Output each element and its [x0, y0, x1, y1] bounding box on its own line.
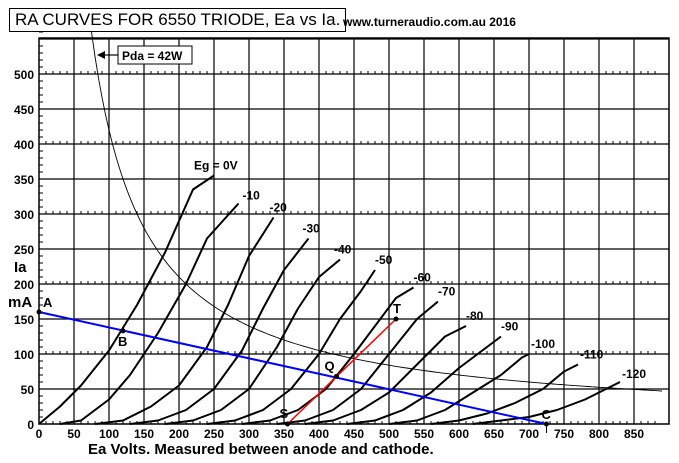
x-tick-label: 250: [204, 427, 224, 441]
x-tick-label: 100: [99, 427, 119, 441]
y-axis-label-ma: mA: [8, 294, 32, 311]
y-tick-label: 450: [14, 103, 34, 117]
y-tick-label: 150: [14, 313, 34, 327]
point-label-s: S: [280, 406, 289, 421]
marker-dot: [120, 328, 126, 334]
marker-dot: [334, 373, 339, 379]
plate-curve: [241, 286, 415, 425]
y-axis-label-ia: Ia: [14, 259, 27, 276]
x-tick-label: 0: [36, 427, 43, 441]
axis-ticks: 0 50 100 150 200 250 300 350 400 450 500 550 600 650 7…: [14, 31, 656, 441]
plate-curve: [164, 258, 341, 425]
y-tick-label: 400: [14, 138, 34, 152]
y-tick-label: 500: [14, 68, 34, 82]
y-tick-label: 350: [14, 173, 34, 187]
point-label-c: C: [542, 407, 552, 422]
marker-dot: [393, 316, 399, 322]
chart-title: RA CURVES FOR 6550 TRIODE, Ea vs Ia.: [9, 8, 347, 32]
point-label-b: B: [118, 334, 127, 349]
x-tick-label: 550: [414, 427, 434, 441]
y-tick-label: 100: [14, 348, 34, 362]
curve-label: -20: [270, 201, 288, 215]
curve-label: -120: [622, 367, 646, 381]
x-tick-label: 400: [309, 427, 329, 441]
x-tick-label: 700: [519, 427, 539, 441]
marker-dot: [285, 421, 290, 427]
x-tick-label: 500: [379, 427, 399, 441]
point-label-t: T: [393, 301, 401, 316]
curve-label: -100: [531, 337, 555, 351]
point-label-q: Q: [325, 358, 335, 373]
curve-label: -90: [501, 320, 519, 334]
plate-curve: [59, 202, 240, 425]
plate-curve: [430, 363, 579, 425]
curve-label: -10: [243, 189, 261, 203]
x-tick-label: 850: [624, 427, 644, 441]
arrow-left-icon: [97, 51, 105, 59]
x-tick-label: 600: [449, 427, 469, 441]
y-tick-label: 200: [14, 278, 34, 292]
load-line: [38, 311, 547, 425]
plate-curve: [472, 381, 621, 425]
plate-curve: [38, 174, 215, 425]
x-tick-label: 150: [134, 427, 154, 441]
x-axis-title: Ea Volts. Measured between anode and cat…: [88, 441, 434, 458]
curve-label: -30: [303, 222, 321, 236]
curve-label: Eg = 0V: [194, 159, 238, 173]
x-tick-label: 200: [169, 427, 189, 441]
plate-curve: [346, 335, 502, 425]
x-tick-label: 300: [239, 427, 259, 441]
site-credit: www.turneraudio.com.au 2016: [343, 15, 516, 29]
curve-label: -70: [438, 285, 456, 299]
curve-label: -60: [414, 271, 432, 285]
x-tick-label: 50: [67, 427, 81, 441]
y-tick-label: 50: [21, 383, 35, 397]
plate-curve: [388, 353, 530, 425]
y-tick-label: 250: [14, 243, 34, 257]
y-tick-label: 0: [27, 418, 34, 432]
load-lines: [36, 309, 549, 433]
curve-label: -50: [375, 253, 393, 267]
curve-label: -80: [466, 309, 484, 323]
curve-label: -40: [334, 243, 352, 257]
curve-label: -110: [580, 348, 604, 362]
x-tick-label: 750: [554, 427, 574, 441]
y-tick-label: 300: [14, 208, 34, 222]
x-tick-label: 350: [274, 427, 294, 441]
point-label-a: A: [43, 295, 53, 310]
plate-curve: [304, 325, 467, 425]
pda-annotation-label: Pda = 42W: [122, 49, 183, 63]
marker-dot: [36, 309, 42, 315]
plate-curve: [276, 300, 439, 425]
x-tick-label: 650: [484, 427, 504, 441]
plate-curves: Eg = 0V -10 -20 -30 -40 -50 -60 -70 -80 -90 -100 -1…: [38, 159, 646, 425]
x-tick-label: 450: [344, 427, 364, 441]
chart-labels: A B C Q S T Ia mA Ea Volts. Measured between ano…: [8, 45, 552, 458]
plate-curve: [129, 237, 310, 425]
x-tick-label: 800: [589, 427, 609, 441]
plate-curve: [94, 216, 275, 425]
tangent-line: [286, 318, 397, 425]
